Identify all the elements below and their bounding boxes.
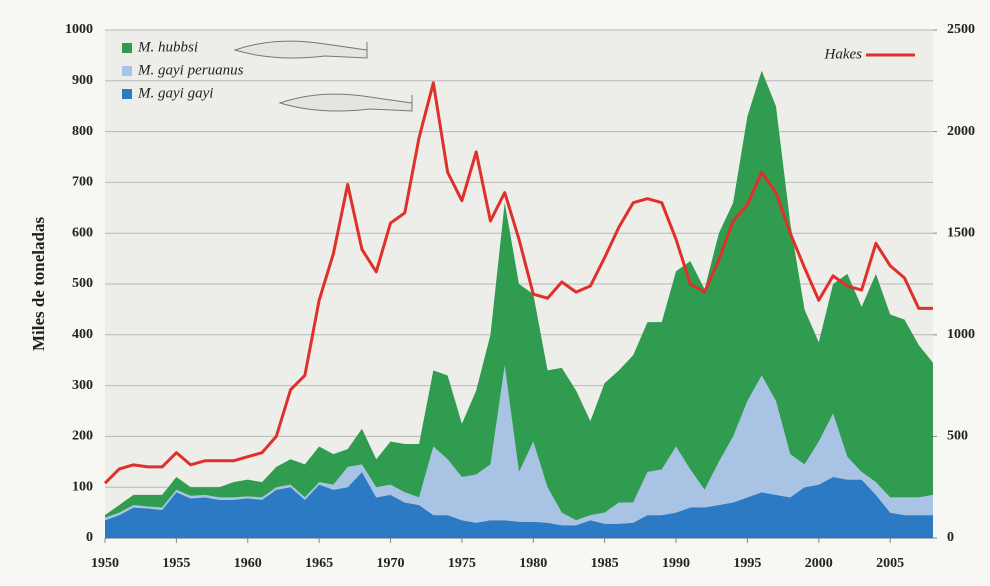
x-tick-label: 1980: [519, 556, 547, 571]
y-tick-label: 0: [86, 530, 93, 545]
x-tick-label: 2005: [876, 556, 904, 571]
legend-label: M. gayi peruanus: [137, 62, 244, 78]
x-tick-label: 1985: [591, 556, 619, 571]
x-tick-label: 2000: [805, 556, 833, 571]
x-tick-label: 1995: [733, 556, 761, 571]
line: [103, 81, 933, 485]
y2-tick-label: 1500: [947, 225, 975, 240]
x-tick-label: 1960: [234, 556, 262, 571]
y-tick-label: 800: [72, 124, 93, 139]
legend-swatch: [122, 43, 132, 53]
x-tick-label: 1975: [448, 556, 476, 571]
y-tick-label: 200: [72, 429, 93, 444]
fish-icon: [233, 40, 368, 59]
y-axis-label: Miles de toneladas: [29, 217, 48, 351]
legend-label: Hakes: [824, 46, 863, 62]
area: [105, 70, 933, 521]
x-tick-label: 1970: [377, 556, 405, 571]
y-tick-label: 300: [72, 378, 93, 393]
x-tick-label: 1950: [91, 556, 119, 571]
area: [105, 365, 933, 526]
y-tick-label: 700: [72, 175, 93, 190]
x-tick-label: 1965: [305, 556, 333, 571]
x-tick-label: 1955: [162, 556, 190, 571]
y-tick-label: 100: [72, 479, 93, 494]
y2-tick-label: 0: [947, 530, 954, 545]
area: [105, 471, 933, 538]
y-tick-label: 900: [72, 73, 93, 88]
legend-label: M. gayi gayi: [137, 85, 213, 101]
y2-tick-label: 500: [947, 429, 968, 444]
x-tick-label: 1990: [662, 556, 690, 571]
y2-tick-label: 2500: [947, 22, 975, 37]
y-tick-label: 400: [72, 327, 93, 342]
legend-swatch: [122, 66, 132, 76]
legend-swatch: [122, 89, 132, 99]
fish-icon: [278, 93, 413, 112]
y-tick-label: 1000: [65, 22, 93, 37]
y-tick-label: 500: [72, 276, 93, 291]
y2-tick-label: 2000: [947, 124, 975, 139]
y-tick-label: 600: [72, 225, 93, 240]
y2-tick-label: 1000: [947, 327, 975, 342]
legend-label: M. hubbsi: [137, 39, 198, 55]
